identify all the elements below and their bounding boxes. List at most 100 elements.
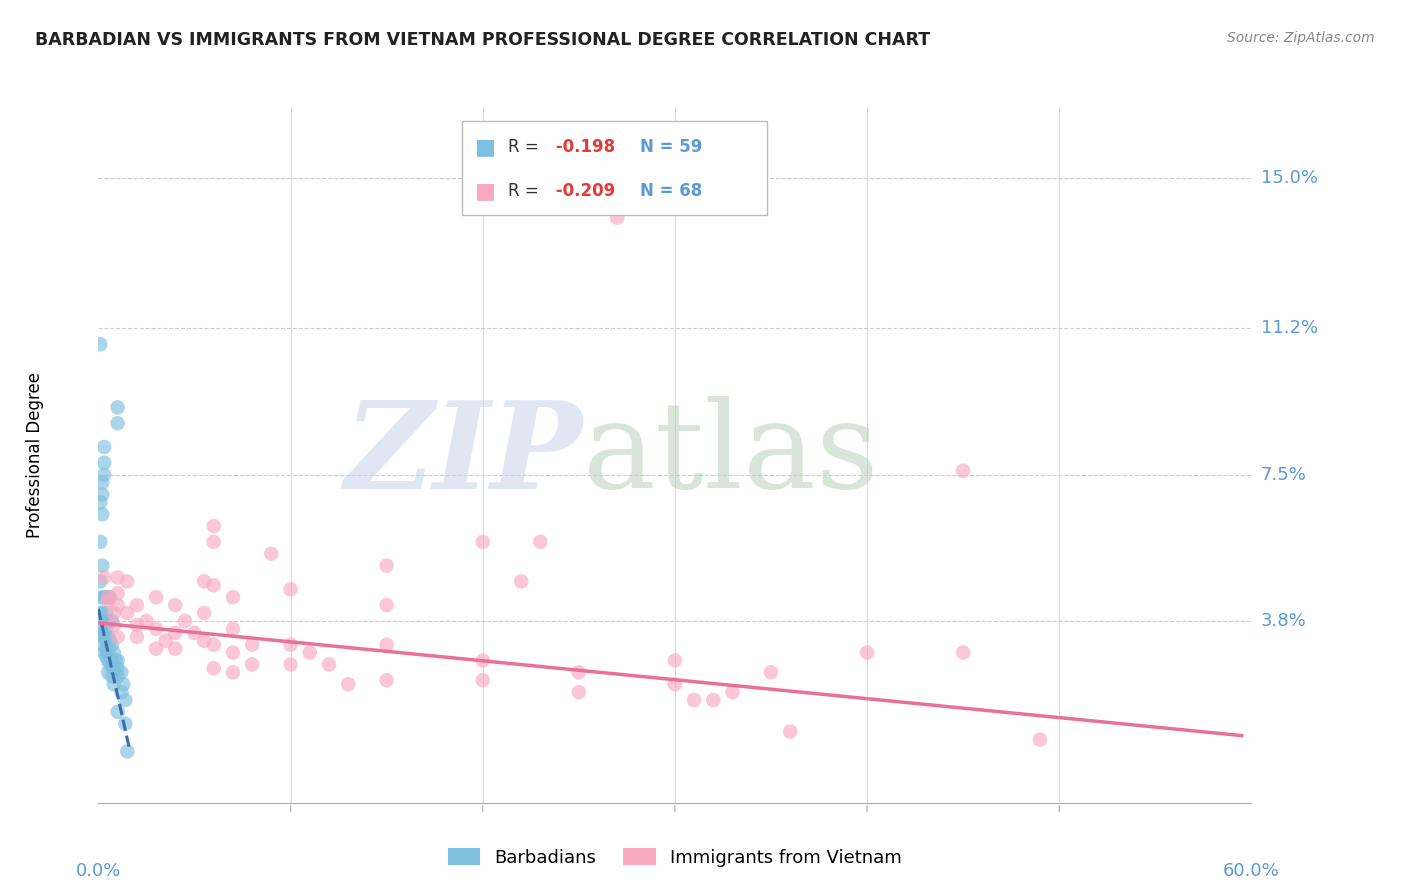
Point bbox=[529, 534, 551, 549]
Point bbox=[93, 591, 115, 605]
Point bbox=[89, 591, 111, 605]
Point bbox=[510, 574, 533, 589]
Point bbox=[107, 653, 129, 667]
Point bbox=[97, 614, 120, 628]
Point bbox=[155, 633, 177, 648]
Point bbox=[664, 677, 686, 691]
Text: R =: R = bbox=[508, 182, 538, 201]
Point bbox=[93, 625, 115, 640]
Point bbox=[107, 598, 129, 612]
Text: 3.8%: 3.8% bbox=[1261, 612, 1306, 630]
Point bbox=[202, 638, 225, 652]
Text: N = 59: N = 59 bbox=[640, 138, 703, 156]
Point bbox=[280, 582, 302, 597]
Point bbox=[107, 586, 129, 600]
Point bbox=[103, 677, 125, 691]
Text: ■: ■ bbox=[475, 181, 496, 202]
Point bbox=[93, 630, 115, 644]
Point bbox=[952, 464, 974, 478]
Text: Professional Degree: Professional Degree bbox=[25, 372, 44, 538]
Point bbox=[107, 630, 129, 644]
Point bbox=[664, 653, 686, 667]
Point bbox=[375, 598, 398, 612]
Point bbox=[568, 685, 591, 699]
Point bbox=[110, 665, 132, 680]
Point bbox=[94, 649, 117, 664]
Point bbox=[104, 653, 127, 667]
Point bbox=[103, 646, 125, 660]
Point bbox=[779, 724, 801, 739]
Point bbox=[91, 475, 114, 490]
Point bbox=[759, 665, 782, 680]
Text: 7.5%: 7.5% bbox=[1261, 466, 1306, 483]
Point bbox=[107, 669, 129, 683]
Point bbox=[107, 570, 129, 584]
Point bbox=[240, 638, 263, 652]
Point bbox=[98, 657, 121, 672]
Point bbox=[114, 716, 136, 731]
Text: 11.2%: 11.2% bbox=[1261, 319, 1317, 337]
Point bbox=[471, 673, 494, 688]
Point bbox=[280, 638, 302, 652]
Point bbox=[91, 606, 114, 620]
Point bbox=[683, 693, 706, 707]
Point bbox=[471, 653, 494, 667]
Point bbox=[260, 547, 283, 561]
Text: ZIP: ZIP bbox=[344, 396, 582, 514]
Point bbox=[135, 614, 157, 628]
Point bbox=[91, 487, 114, 501]
Point bbox=[721, 685, 744, 699]
Point bbox=[98, 591, 121, 605]
Point bbox=[101, 614, 124, 628]
Point bbox=[97, 591, 120, 605]
Point bbox=[222, 591, 245, 605]
Point bbox=[98, 649, 121, 664]
Point bbox=[117, 574, 138, 589]
Point bbox=[112, 677, 135, 691]
Point bbox=[222, 622, 245, 636]
FancyBboxPatch shape bbox=[461, 121, 768, 215]
Text: N = 68: N = 68 bbox=[640, 182, 703, 201]
Point bbox=[89, 534, 111, 549]
Point bbox=[174, 614, 197, 628]
Point bbox=[222, 646, 245, 660]
Text: atlas: atlas bbox=[582, 396, 879, 514]
Point bbox=[337, 677, 360, 691]
Point bbox=[94, 641, 117, 656]
Text: 60.0%: 60.0% bbox=[1223, 862, 1279, 880]
Point bbox=[89, 622, 111, 636]
Point bbox=[952, 646, 974, 660]
Point bbox=[117, 606, 138, 620]
Point bbox=[145, 622, 167, 636]
Point bbox=[856, 646, 879, 660]
Point bbox=[114, 693, 136, 707]
Point bbox=[93, 614, 115, 628]
Point bbox=[107, 401, 129, 415]
Point bbox=[202, 534, 225, 549]
Point bbox=[222, 665, 245, 680]
Point bbox=[375, 558, 398, 573]
Point bbox=[375, 673, 398, 688]
Point bbox=[97, 665, 120, 680]
Point bbox=[125, 630, 148, 644]
Point bbox=[193, 574, 215, 589]
Point bbox=[107, 417, 129, 431]
Point bbox=[97, 646, 120, 660]
Point bbox=[165, 641, 187, 656]
Point bbox=[375, 638, 398, 652]
Point bbox=[125, 618, 148, 632]
Point bbox=[94, 591, 117, 605]
Point bbox=[91, 625, 114, 640]
Text: Source: ZipAtlas.com: Source: ZipAtlas.com bbox=[1227, 31, 1375, 45]
Point bbox=[145, 641, 167, 656]
Point bbox=[202, 578, 225, 592]
Point bbox=[89, 606, 111, 620]
Text: -0.209: -0.209 bbox=[550, 182, 616, 201]
Point bbox=[101, 653, 124, 667]
Point bbox=[107, 705, 129, 719]
Point bbox=[98, 614, 121, 628]
Point bbox=[298, 646, 321, 660]
Point bbox=[89, 574, 111, 589]
Point bbox=[125, 598, 148, 612]
Point bbox=[193, 633, 215, 648]
